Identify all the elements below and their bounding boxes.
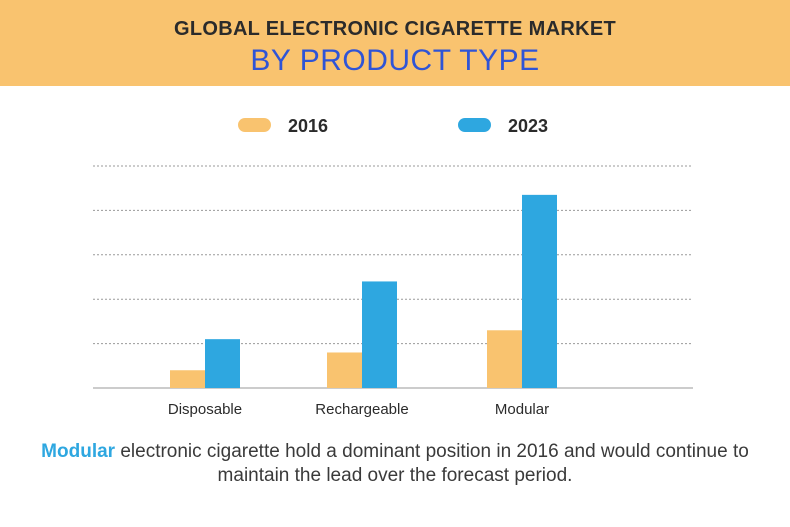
footer-text: electronic cigarette hold a dominant pos… [115,441,749,486]
footer-highlight: Modular [41,441,116,462]
bar-modular-2023 [522,194,557,388]
footer-note: Modular electronic cigarette hold a domi… [40,440,750,488]
legend-label-2016: 2016 [288,116,329,136]
chart-subtitle: BY PRODUCT TYPE [250,44,540,77]
x-tick-label-rechargeable: Rechargeable [315,401,408,418]
legend-label-2023: 2023 [508,116,549,136]
x-tick-label-modular: Modular [495,401,549,418]
header-banner [0,0,790,86]
chart-title: GLOBAL ELECTRONIC CIGARETTE MARKET [173,18,617,40]
legend-swatch-2016 [238,118,271,132]
bar-disposable-2016 [170,370,205,388]
bar-rechargeable-2023 [362,281,397,388]
bar-modular-2016 [487,330,522,388]
bar-chart: Disposable Rechargeable Modular [93,165,693,418]
bar-disposable-2023 [205,339,240,388]
x-tick-label-disposable: Disposable [168,401,242,418]
legend-swatch-2023 [458,118,491,132]
bar-rechargeable-2016 [327,352,362,388]
